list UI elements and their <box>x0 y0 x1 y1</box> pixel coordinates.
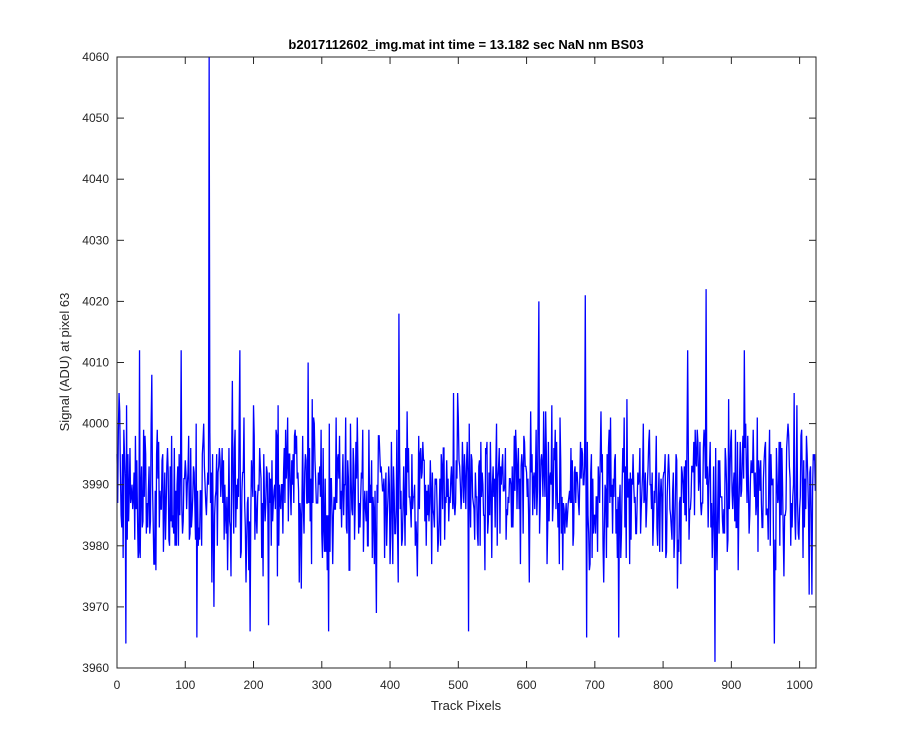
signal-series-line <box>116 56 816 662</box>
x-tick-label: 600 <box>517 678 537 692</box>
y-tick-label: 4050 <box>82 111 109 125</box>
y-tick-label: 3970 <box>82 600 109 614</box>
y-tick-label: 3990 <box>82 478 109 492</box>
x-tick-label: 300 <box>312 678 332 692</box>
y-tick-label: 4040 <box>82 172 109 186</box>
y-tick-label: 4020 <box>82 294 109 308</box>
y-tick-label: 4000 <box>82 417 109 431</box>
x-axis-label: Track Pixels <box>431 698 502 713</box>
x-tick-label: 0 <box>114 678 121 692</box>
x-tick-label: 700 <box>585 678 605 692</box>
y-tick-label: 3960 <box>82 661 109 675</box>
x-tick-label: 800 <box>653 678 673 692</box>
x-tick-label: 900 <box>721 678 741 692</box>
y-axis: 3960 3970 3980 3990 4000 4010 4020 4030 4040 4050… <box>82 50 816 675</box>
series-layer <box>116 56 816 662</box>
y-tick-label: 3980 <box>82 539 109 553</box>
x-tick-label: 200 <box>244 678 264 692</box>
y-tick-label: 4060 <box>82 50 109 64</box>
x-axis: 0 100 200 300 400 500 600 700 800 900 1000 <box>114 57 813 692</box>
plot-area <box>117 57 816 668</box>
y-tick-label: 4030 <box>82 233 109 247</box>
y-axis-label: Signal (ADU) at pixel 63 <box>57 293 72 432</box>
x-tick-label: 500 <box>448 678 468 692</box>
x-tick-label: 1000 <box>786 678 813 692</box>
chart-title: b2017112602_img.mat int time = 13.182 se… <box>288 37 643 52</box>
x-tick-label: 100 <box>175 678 195 692</box>
x-tick-label: 400 <box>380 678 400 692</box>
y-tick-label: 4010 <box>82 356 109 370</box>
